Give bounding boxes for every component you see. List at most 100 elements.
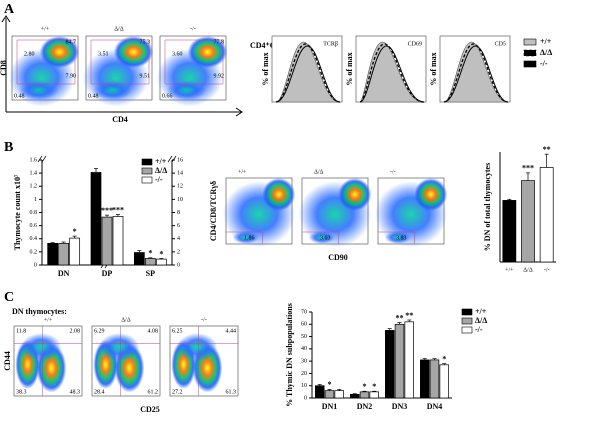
density-cloud (187, 36, 228, 68)
quadrant-value: 0.48 (14, 93, 25, 99)
density-cloud (338, 178, 372, 211)
density-cloud (166, 80, 207, 100)
hist-marker: TCRβ (323, 41, 338, 47)
plot-label: Δ/Δ (314, 169, 324, 175)
hist-fill (443, 41, 509, 103)
x-tick-label: Δ/Δ (523, 267, 533, 273)
bar (404, 321, 414, 399)
bar (521, 180, 535, 263)
quadrant-value: 6.25 (172, 328, 183, 334)
legend-label: +/+ (155, 157, 167, 166)
quadrant-value: 48.3 (70, 389, 81, 395)
density-cloud (414, 178, 448, 211)
gate-value: 1.86 (244, 235, 255, 241)
y-tick-label: 1.6 (30, 157, 38, 163)
quadrant-value: 0.66 (162, 93, 173, 99)
y2-tick-label: 6 (177, 223, 180, 229)
legend-swatch (461, 308, 473, 316)
y2-tick-label: 14 (177, 171, 183, 177)
x-tick-label: DN4 (427, 402, 443, 411)
quadrant-value: 75.3 (140, 39, 151, 45)
y-tick-label: 10 (301, 383, 307, 389)
significance: ** (543, 145, 551, 154)
y-tick-label: 0 (34, 262, 37, 268)
y-axis-label: CD4/CD8/TCRγδ (209, 181, 218, 241)
quadrant-value: 28.4 (94, 389, 105, 395)
gate (302, 231, 339, 244)
bar (420, 359, 430, 399)
x-tick-label: DP (102, 269, 113, 278)
y-tick-label: 0.8 (30, 210, 38, 216)
bar (133, 252, 145, 266)
flow-title: DN thymocytes: (12, 307, 67, 316)
legend-swatch (523, 38, 537, 46)
hist-line (275, 45, 341, 103)
x-axis-label: CD4 (112, 115, 128, 124)
quadrant-value: 6.29 (94, 328, 105, 334)
legend-swatch (141, 167, 153, 175)
density-cloud (176, 333, 218, 361)
plot-label: Δ/Δ (121, 317, 131, 323)
quadrant-lines (170, 326, 238, 396)
hist-line (443, 43, 509, 103)
y-tick-label: 40 (301, 346, 307, 352)
axis-arrows (5, 18, 242, 113)
quadrant-value: 3.51 (98, 51, 109, 57)
legend-swatch (461, 317, 473, 325)
legend-swatch (141, 158, 153, 166)
x-axis-label: CD90 (328, 253, 348, 262)
legend-label: Δ/Δ (475, 316, 487, 325)
x-tick-label: DN1 (322, 402, 338, 411)
legend-swatch (523, 49, 537, 57)
legend-label: -/- (540, 59, 548, 68)
significance: ** (405, 311, 413, 320)
gate (164, 39, 224, 85)
density-cloud (20, 333, 62, 361)
bar (324, 390, 335, 399)
legend-label: Δ/Δ (155, 166, 167, 175)
density-cloud (384, 230, 411, 244)
gate-value: 3.03 (320, 235, 331, 241)
y2-tick-label: 16 (177, 157, 183, 163)
bar (394, 323, 405, 399)
significance: * (148, 249, 152, 258)
density-cloud (18, 80, 59, 100)
plot-label: -/- (201, 317, 207, 323)
density-cloud (92, 80, 133, 100)
quadrant-value: 7.90 (66, 73, 77, 79)
quadrant-value: 61.3 (226, 389, 237, 395)
x-tick-label: -/- (544, 267, 550, 273)
bar (359, 391, 370, 399)
legend-swatch (141, 176, 153, 184)
density-cloud (308, 230, 335, 244)
legend-label: -/- (475, 325, 483, 334)
y-axis-label: % of max (345, 52, 354, 85)
quadrant-value: 84.7 (66, 39, 77, 45)
hist-fill (359, 41, 425, 103)
bar (155, 258, 167, 266)
y-axis-label: Thymocyte count x10⁷ (13, 174, 22, 250)
bar (334, 390, 344, 399)
arrow-heads (1, 15, 243, 117)
y2-tick-label: 2 (177, 249, 180, 255)
bar (69, 237, 81, 266)
x-tick-label: SP (146, 269, 155, 278)
significance: * (372, 382, 376, 391)
quadrant-value: 61.2 (148, 389, 159, 395)
y-tick-label: 1.4 (30, 171, 38, 177)
y2-tick-label: 12 (177, 184, 183, 190)
gate (90, 39, 150, 85)
quadrant-value: 77.8 (214, 39, 225, 45)
gate (378, 231, 415, 244)
y-axis-label: % of max (429, 52, 438, 85)
y-axis-label: CD8 (0, 60, 8, 76)
density-cloud (113, 36, 154, 68)
bar (539, 167, 554, 263)
gate-value: 3.83 (396, 235, 407, 241)
bar (369, 391, 379, 399)
bar (315, 385, 325, 399)
plot-label: +/+ (238, 169, 247, 175)
quadrant-value: 9.51 (140, 73, 151, 79)
panel-label: B (4, 140, 13, 155)
quadrant-value: 2.80 (24, 51, 35, 57)
